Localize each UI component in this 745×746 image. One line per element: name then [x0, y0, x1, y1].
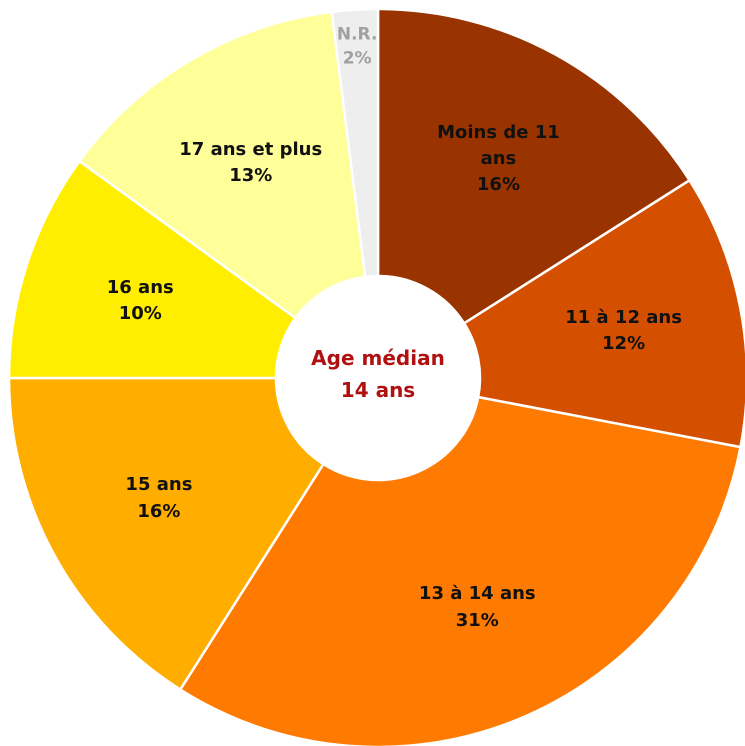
slice-label: 16 ans 10%	[60, 275, 220, 327]
category-label: Moins de 11 ans	[437, 121, 560, 169]
slice-label: 11 à 12 ans 12%	[544, 305, 704, 357]
center-value: 14 ans	[340, 378, 416, 402]
slice-label: 15 ans 16%	[79, 472, 239, 524]
category-label: 13 à 14 ans	[418, 583, 536, 605]
slice-label: 17 ans et plus 13%	[151, 137, 351, 189]
category-label: N.R.	[336, 23, 378, 44]
value-label: 31%	[455, 609, 499, 631]
category-label: 11 à 12 ans	[565, 307, 682, 329]
slice-label: 13 à 14 ans 31%	[377, 581, 577, 633]
slice-label: Moins de 11 ans 16%	[433, 120, 563, 198]
center-title: Age médian	[311, 346, 445, 370]
value-label: 10%	[118, 302, 162, 324]
category-label: 16 ans	[106, 276, 174, 298]
value-label: 16%	[137, 500, 181, 522]
value-label: 16%	[476, 173, 520, 195]
donut-hole	[276, 276, 480, 480]
category-label: 15 ans	[125, 474, 193, 496]
value-label: 12%	[602, 333, 646, 355]
value-label: 13%	[229, 164, 273, 186]
value-label: 2%	[342, 48, 372, 69]
slice-label: N.R. 2%	[327, 22, 387, 71]
center-annotation: Age médian 14 ans	[311, 342, 445, 406]
category-label: 17 ans et plus	[179, 138, 323, 160]
